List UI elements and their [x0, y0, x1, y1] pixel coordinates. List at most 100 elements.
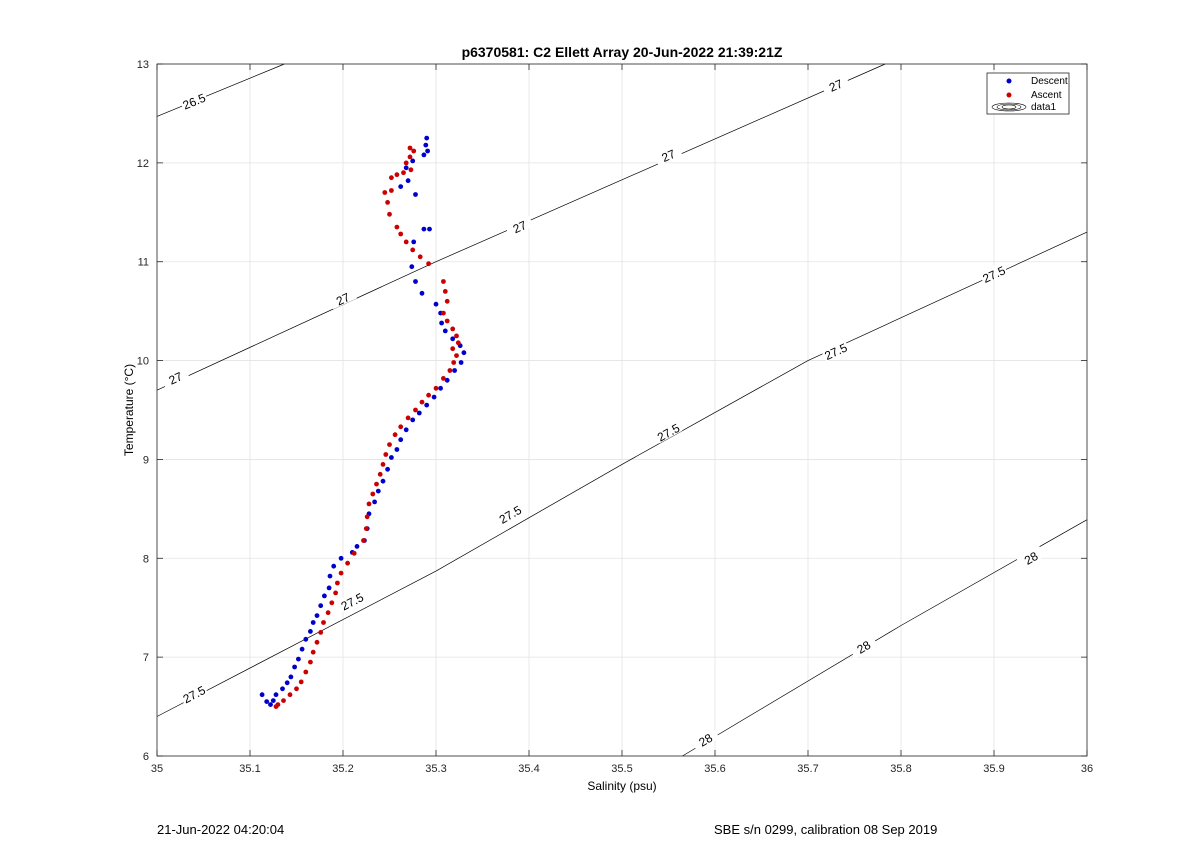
contour-label-group: 26.5	[179, 89, 209, 113]
point-ascent	[389, 188, 394, 193]
contour-label-group: 27	[327, 286, 357, 310]
point-descent	[292, 664, 297, 670]
point-ascent	[398, 424, 404, 430]
contour-label-group: 27.5	[178, 681, 208, 706]
point-ascent	[455, 340, 461, 346]
point-descent	[427, 226, 432, 232]
point-ascent	[441, 310, 446, 316]
point-ascent	[407, 145, 413, 151]
point-descent	[413, 192, 418, 197]
x-tick-label: 35.5	[611, 763, 632, 775]
x-tick-label: 35.6	[704, 763, 725, 775]
point-ascent	[426, 392, 431, 398]
contour-label-group: 27	[160, 365, 190, 389]
point-descent	[409, 264, 415, 270]
point-ascent	[407, 154, 413, 160]
footer-timestamp: 21-Jun-2022 04:20:04	[157, 822, 285, 837]
x-tick-label: 35.1	[239, 763, 260, 775]
point-descent	[331, 563, 337, 569]
legend: Descent Ascent data1	[986, 72, 1070, 115]
point-ascent	[382, 190, 388, 195]
contour-label-group: 27	[820, 73, 850, 96]
point-ascent	[374, 481, 379, 487]
point-descent	[410, 417, 416, 423]
contour-label: 27	[660, 147, 678, 165]
point-ascent	[281, 698, 286, 703]
point-ascent	[329, 600, 335, 606]
point-descent	[310, 620, 316, 625]
y-tick-label: 10	[137, 356, 149, 368]
point-ascent	[405, 415, 411, 421]
point-ascent	[454, 353, 459, 358]
point-ascent	[417, 254, 423, 260]
contour-label-bg	[820, 338, 850, 362]
point-descent	[299, 646, 305, 652]
point-descent	[403, 427, 409, 433]
contour-label-bg	[327, 286, 357, 310]
point-descent	[421, 226, 427, 232]
point-ascent	[451, 360, 457, 365]
point-descent	[288, 674, 294, 680]
contour-label: 27	[511, 218, 529, 236]
point-ascent	[401, 170, 406, 176]
contour-label: 27	[334, 290, 352, 308]
point-descent	[375, 488, 381, 494]
contour-label-group: 28	[690, 726, 720, 752]
contour-label-bg	[653, 143, 683, 166]
contour-label-group: 27.5	[653, 419, 682, 445]
point-ascent	[294, 686, 299, 692]
point-ascent	[398, 231, 404, 237]
point-descent	[284, 680, 290, 686]
point-descent	[433, 301, 439, 307]
point-descent	[424, 402, 430, 408]
point-descent	[410, 158, 416, 164]
point-descent	[458, 360, 464, 365]
contour-label: 28	[854, 638, 873, 657]
y-tick-label: 6	[143, 751, 149, 763]
point-ascent	[441, 376, 446, 381]
point-descent	[439, 320, 444, 326]
point-ascent	[370, 491, 376, 497]
point-descent	[450, 336, 456, 342]
isopycnal-27-5	[156, 231, 1088, 717]
point-descent	[268, 702, 273, 707]
point-descent	[398, 437, 404, 443]
point-ascent	[389, 175, 394, 181]
point-ascent	[308, 659, 313, 665]
point-descent	[398, 184, 404, 190]
point-descent	[413, 279, 418, 284]
contour-label-bg	[160, 365, 190, 389]
point-descent	[423, 142, 429, 148]
contour-label-bg	[820, 73, 850, 96]
contour-label-group: 27.5	[495, 501, 524, 527]
point-descent	[280, 686, 285, 692]
point-descent	[259, 692, 265, 698]
contour-label: 28	[696, 731, 715, 750]
point-ascent	[387, 442, 392, 447]
y-tick-label: 11	[138, 257, 149, 269]
contour-label-bg	[504, 214, 534, 237]
point-ascent	[419, 399, 425, 405]
axis-ticks: 35 35.1 35.2 35.3 35.4 35.5 35.6 35.7 35.8 35.9 36…	[137, 59, 1093, 775]
chart-title: p6370581: C2 Ellett Array 20-Jun-2022 21…	[462, 44, 783, 60]
contour-label-group: 28	[1015, 544, 1045, 570]
point-descent	[270, 698, 276, 703]
contour-label-bg	[337, 588, 367, 613]
isopycnal-26-5	[156, 63, 285, 117]
point-descent	[380, 478, 386, 484]
y-tick-label: 13	[137, 59, 149, 71]
point-descent	[438, 385, 443, 391]
point-ascent	[363, 526, 369, 531]
point-ascent	[441, 279, 446, 284]
point-descent	[314, 613, 320, 618]
point-descent	[308, 629, 313, 634]
point-descent	[372, 499, 377, 505]
point-descent	[424, 135, 430, 141]
point-ascent	[394, 224, 400, 230]
point-ascent	[392, 432, 398, 438]
isopycnal-27	[156, 63, 886, 391]
point-ascent	[410, 247, 416, 253]
x-tick-label: 35.9	[983, 763, 1004, 775]
point-ascent	[403, 239, 409, 245]
point-descent	[444, 377, 450, 383]
